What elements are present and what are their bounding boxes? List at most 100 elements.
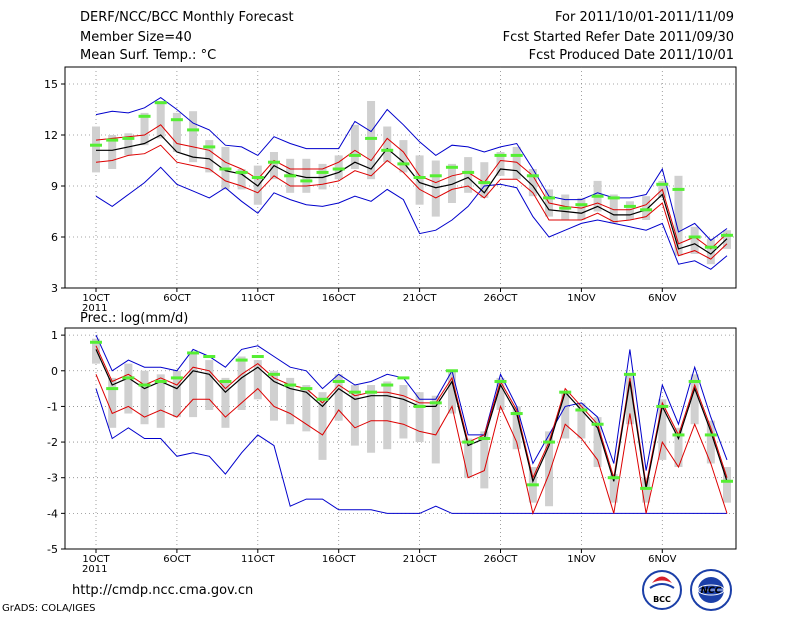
member-spread-box <box>593 417 602 468</box>
variable-label: Mean Surf. Temp.: °C <box>80 48 217 63</box>
grads-credit: GrADS: COLA/IGES <box>2 603 96 614</box>
member-spread-box <box>642 196 651 220</box>
member-spread-box <box>237 169 246 190</box>
member-spread-box <box>108 135 117 169</box>
member-spread-box <box>415 155 424 205</box>
member-spread-box <box>674 427 683 468</box>
forecast-started-date: Fcst Started Refer Date 2011/09/30 <box>502 30 734 45</box>
x-tick-label: 6NOV <box>648 554 677 565</box>
member-spread-box <box>367 101 376 180</box>
member-spread-box <box>690 226 699 254</box>
member-spread-box <box>140 370 149 425</box>
chart-subtitle: Prec.: log(mm/d) <box>80 311 188 326</box>
member-spread-box <box>496 152 505 176</box>
member-spread-box <box>577 197 586 220</box>
member-spread-box <box>350 124 359 169</box>
member-spread-box <box>334 155 343 180</box>
y-tick-label: 12 <box>44 129 58 142</box>
x-tick-year-label: 2011 <box>82 303 107 314</box>
member-spread-box <box>367 385 376 453</box>
temperature-frame <box>64 66 737 289</box>
x-tick-label: 1OCT <box>82 293 110 304</box>
member-spread-box <box>156 101 165 139</box>
member-spread-box <box>561 392 570 439</box>
x-tick-label: 11OCT <box>241 293 276 304</box>
spread-lower-line <box>95 374 728 516</box>
member-spread-box <box>253 360 262 400</box>
member-spread-box <box>383 126 392 163</box>
member-size-label: Member Size=40 <box>80 30 192 45</box>
chart-title: DERF/NCC/BCC Monthly Forecast <box>80 10 294 25</box>
member-spread-box <box>172 370 181 418</box>
x-tick-label: 6NOV <box>648 293 677 304</box>
member-spread-box <box>189 111 198 163</box>
footer-url[interactable]: http://cmdp.ncc.cma.gov.cn <box>72 583 254 598</box>
member-spread-box <box>431 395 440 464</box>
member-spread-box <box>318 163 327 190</box>
member-spread-box <box>625 201 634 220</box>
member-spread-box <box>92 126 100 173</box>
member-spread-box <box>237 356 246 410</box>
x-tick-year-label: 2011 <box>82 564 107 575</box>
y-tick-label: 1 <box>51 329 58 342</box>
member-spread-box <box>269 370 278 421</box>
spread-lower-line <box>95 144 728 260</box>
x-tick-label: 16OCT <box>322 554 357 565</box>
x-tick-label: 1OCT <box>82 554 110 565</box>
member-spread-box <box>464 157 473 193</box>
member-spread-box <box>383 381 392 450</box>
member-spread-box <box>674 175 683 256</box>
member-spread-box <box>512 406 521 450</box>
member-spread-box <box>399 385 408 439</box>
forecast-produced-date: Fcst Produced Date 2011/10/01 <box>528 48 734 63</box>
member-spread-box <box>577 402 586 439</box>
x-tick-label: 21OCT <box>403 554 438 565</box>
y-tick-label: -4 <box>47 507 58 520</box>
member-spread-box <box>706 420 715 464</box>
member-spread-box <box>302 385 311 432</box>
x-tick-label: 16OCT <box>322 293 357 304</box>
member-spread-box <box>399 140 408 173</box>
member-spread-box <box>642 477 651 503</box>
bcc-logo-text: BCC <box>653 595 671 604</box>
ncc-logo: NCC <box>690 569 732 611</box>
member-spread-box <box>189 352 198 418</box>
member-spread-box <box>496 377 505 410</box>
member-spread-box <box>464 438 473 478</box>
precipitation-frame <box>64 327 737 550</box>
member-spread-box <box>625 374 634 425</box>
envelope-lower-line <box>95 388 727 514</box>
y-tick-label: 6 <box>51 231 58 244</box>
spread-upper-line <box>95 124 728 250</box>
member-spread-box <box>156 374 165 428</box>
ncc-logo-text: NCC <box>701 586 722 596</box>
member-spread-box <box>415 392 424 443</box>
member-spread-box <box>124 363 133 414</box>
member-spread-box <box>124 133 133 156</box>
y-tick-label: -2 <box>47 436 58 449</box>
x-tick-label: 26OCT <box>484 554 519 565</box>
forecast-period: For 2011/10/01-2011/11/09 <box>555 10 734 25</box>
member-spread-box <box>512 146 521 180</box>
member-spread-box <box>658 399 667 460</box>
member-spread-box <box>205 360 214 410</box>
member-spread-box <box>690 374 699 425</box>
member-spread-box <box>140 112 149 146</box>
member-spread-box <box>302 158 311 193</box>
member-spread-box <box>172 112 181 152</box>
member-spread-box <box>447 370 456 414</box>
member-spread-box <box>286 377 295 425</box>
member-spread-box <box>528 169 537 197</box>
y-tick-label: 0 <box>51 365 58 378</box>
member-spread-box <box>205 140 214 173</box>
member-spread-box <box>609 474 618 503</box>
envelope-lower-line <box>95 166 728 270</box>
x-tick-label: 11OCT <box>241 554 276 565</box>
x-tick-label: 1NOV <box>567 293 596 304</box>
bcc-logo: BCC <box>642 570 682 610</box>
x-tick-label: 6OCT <box>163 554 191 565</box>
